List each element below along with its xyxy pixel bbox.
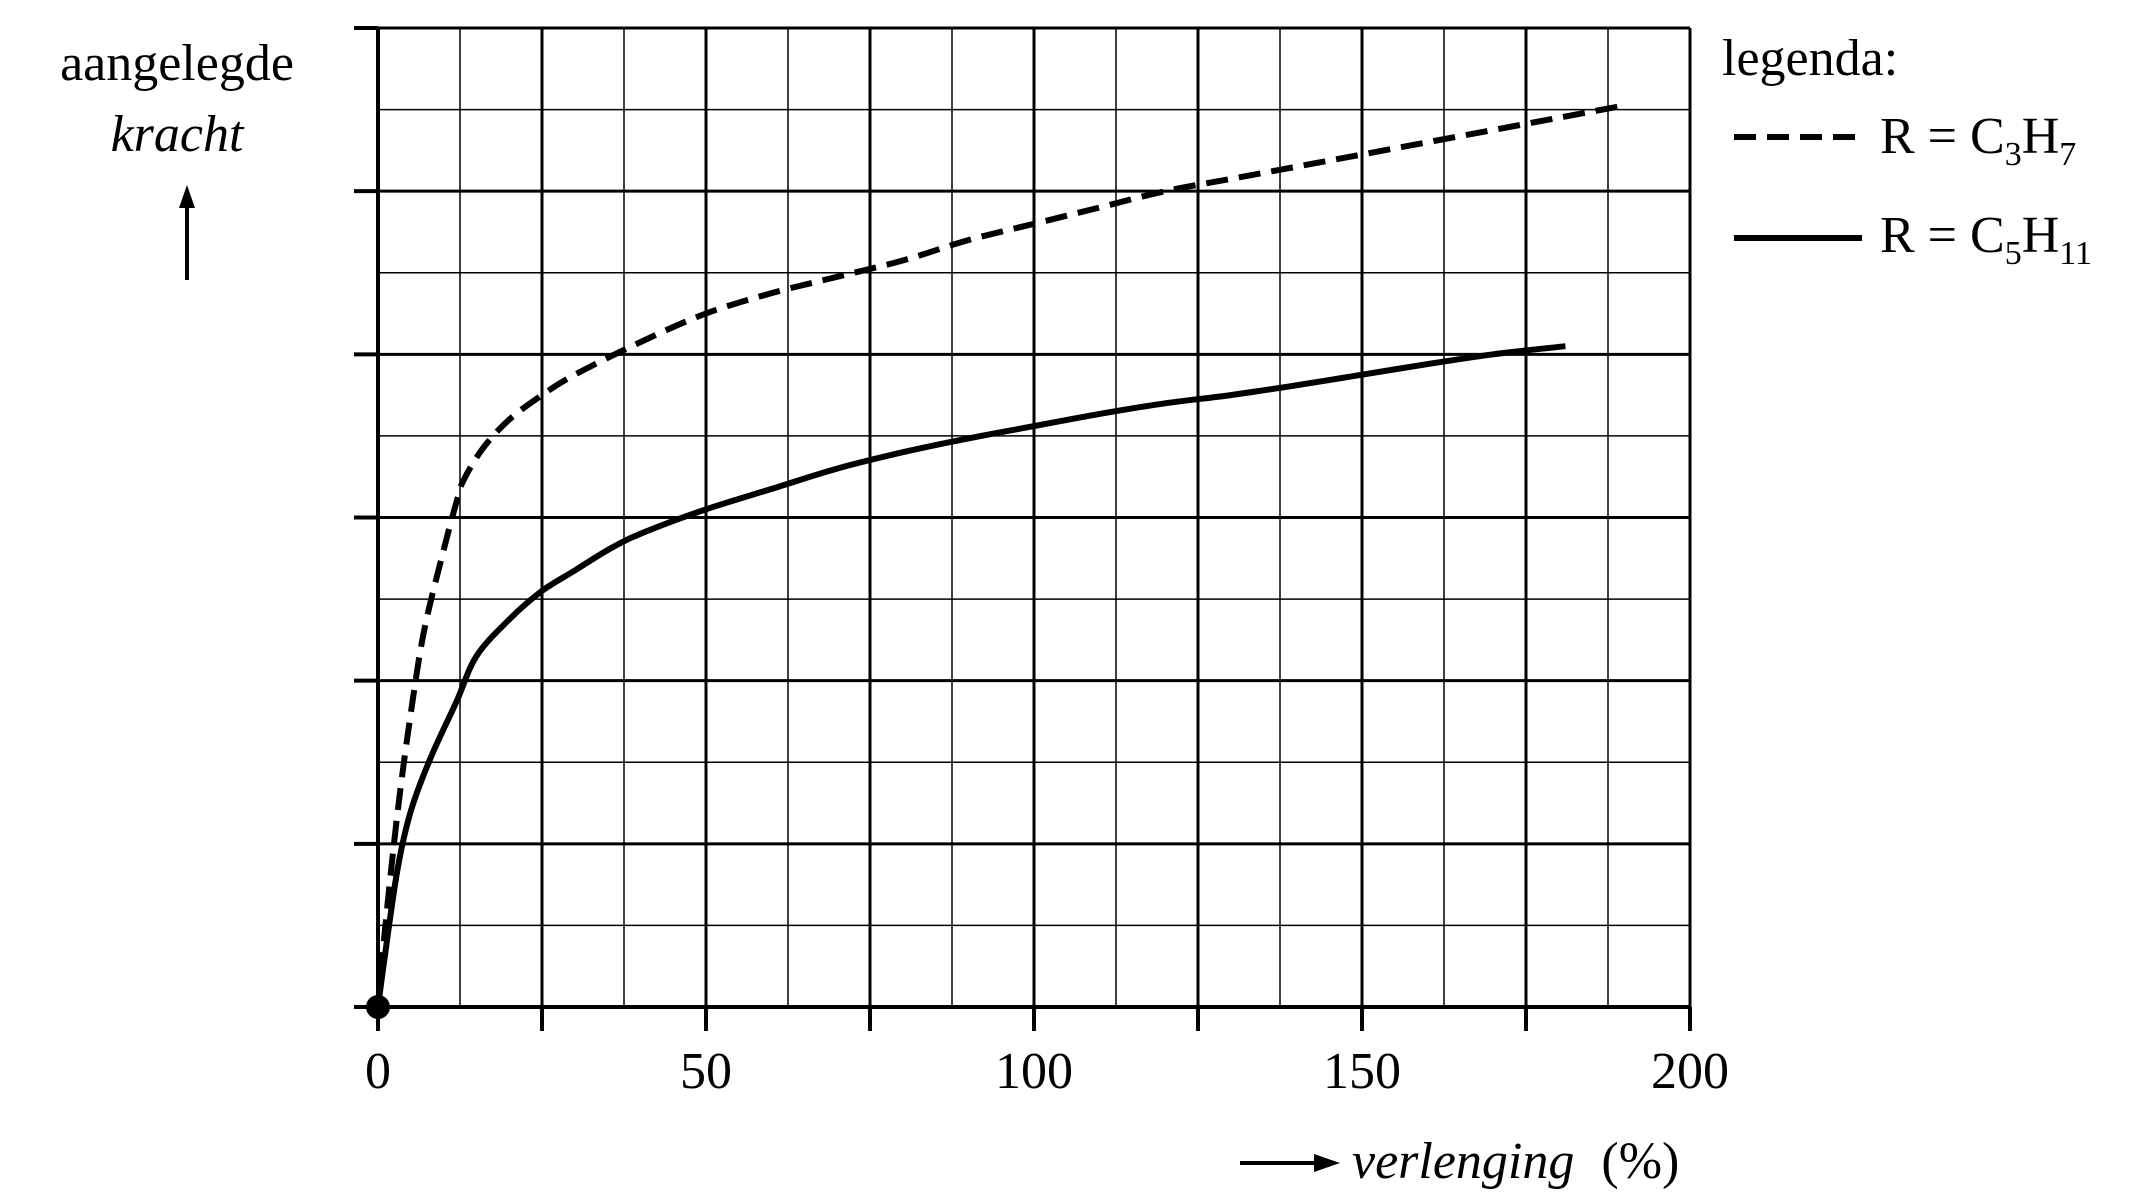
axes [354, 26, 1692, 1031]
legend-item-c3h7: R = C3H7 [1734, 108, 2076, 173]
legend-title: legenda: [1722, 30, 1898, 87]
x-axis-label-unit: (%) [1601, 1133, 1679, 1190]
grid [376, 26, 1692, 1009]
series-line-c3h7 [375, 102, 1625, 1008]
origin-point [366, 995, 390, 1019]
x-tick-label: 150 [1323, 1043, 1401, 1100]
legend: legenda: R = C3H7 R = C5H11 [1722, 30, 2092, 272]
x-axis-arrow [1240, 1154, 1340, 1172]
x-tick-label: 0 [365, 1043, 391, 1100]
series-line-c5h11 [375, 343, 1566, 1008]
series-layer [366, 102, 1625, 1019]
y-axis-arrow [179, 185, 195, 280]
x-tick-label: 50 [680, 1043, 732, 1100]
x-axis-label-name: verlenging [1352, 1133, 1574, 1190]
x-tick-label: 100 [995, 1043, 1073, 1100]
x-tick-labels: 0 50 100 150 200 [365, 1043, 1729, 1100]
y-axis-label-line1: aangelegde [60, 35, 294, 92]
legend-item-c5h11: R = C5H11 [1734, 207, 2092, 272]
x-tick-label: 200 [1651, 1043, 1729, 1100]
legend-label-c3h7: R = C3H7 [1880, 108, 2076, 173]
x-axis-label: verlenging (%) [1352, 1133, 1679, 1190]
legend-label-c5h11: R = C5H11 [1880, 207, 2092, 272]
y-axis-label-line2: kracht [111, 106, 245, 163]
